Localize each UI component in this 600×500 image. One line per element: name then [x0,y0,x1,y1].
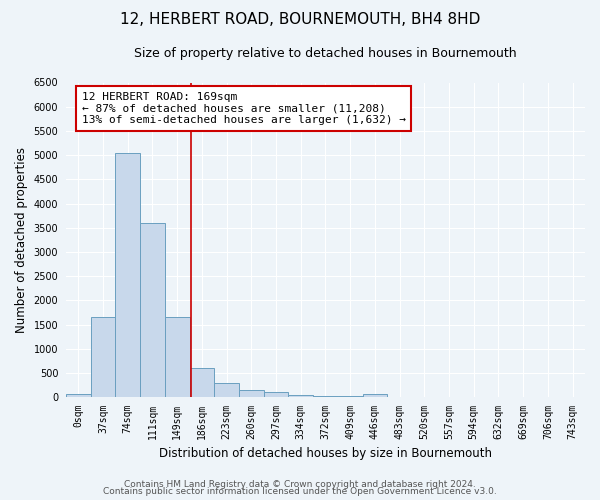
Bar [140,223,165,397]
Bar [338,396,362,397]
Bar [91,318,115,397]
Y-axis label: Number of detached properties: Number of detached properties [15,147,28,333]
X-axis label: Distribution of detached houses by size in Bournemouth: Distribution of detached houses by size … [159,447,492,460]
Title: Size of property relative to detached houses in Bournemouth: Size of property relative to detached ho… [134,48,517,60]
Bar [165,318,190,397]
Text: 12, HERBERT ROAD, BOURNEMOUTH, BH4 8HD: 12, HERBERT ROAD, BOURNEMOUTH, BH4 8HD [120,12,480,28]
Bar [289,394,313,397]
Text: 12 HERBERT ROAD: 169sqm
← 87% of detached houses are smaller (11,208)
13% of sem: 12 HERBERT ROAD: 169sqm ← 87% of detache… [82,92,406,125]
Bar [66,394,91,397]
Bar [239,390,263,397]
Bar [214,382,239,397]
Bar [263,392,289,397]
Bar [313,396,338,397]
Bar [115,152,140,397]
Bar [362,394,387,397]
Bar [190,368,214,397]
Text: Contains HM Land Registry data © Crown copyright and database right 2024.: Contains HM Land Registry data © Crown c… [124,480,476,489]
Text: Contains public sector information licensed under the Open Government Licence v3: Contains public sector information licen… [103,487,497,496]
